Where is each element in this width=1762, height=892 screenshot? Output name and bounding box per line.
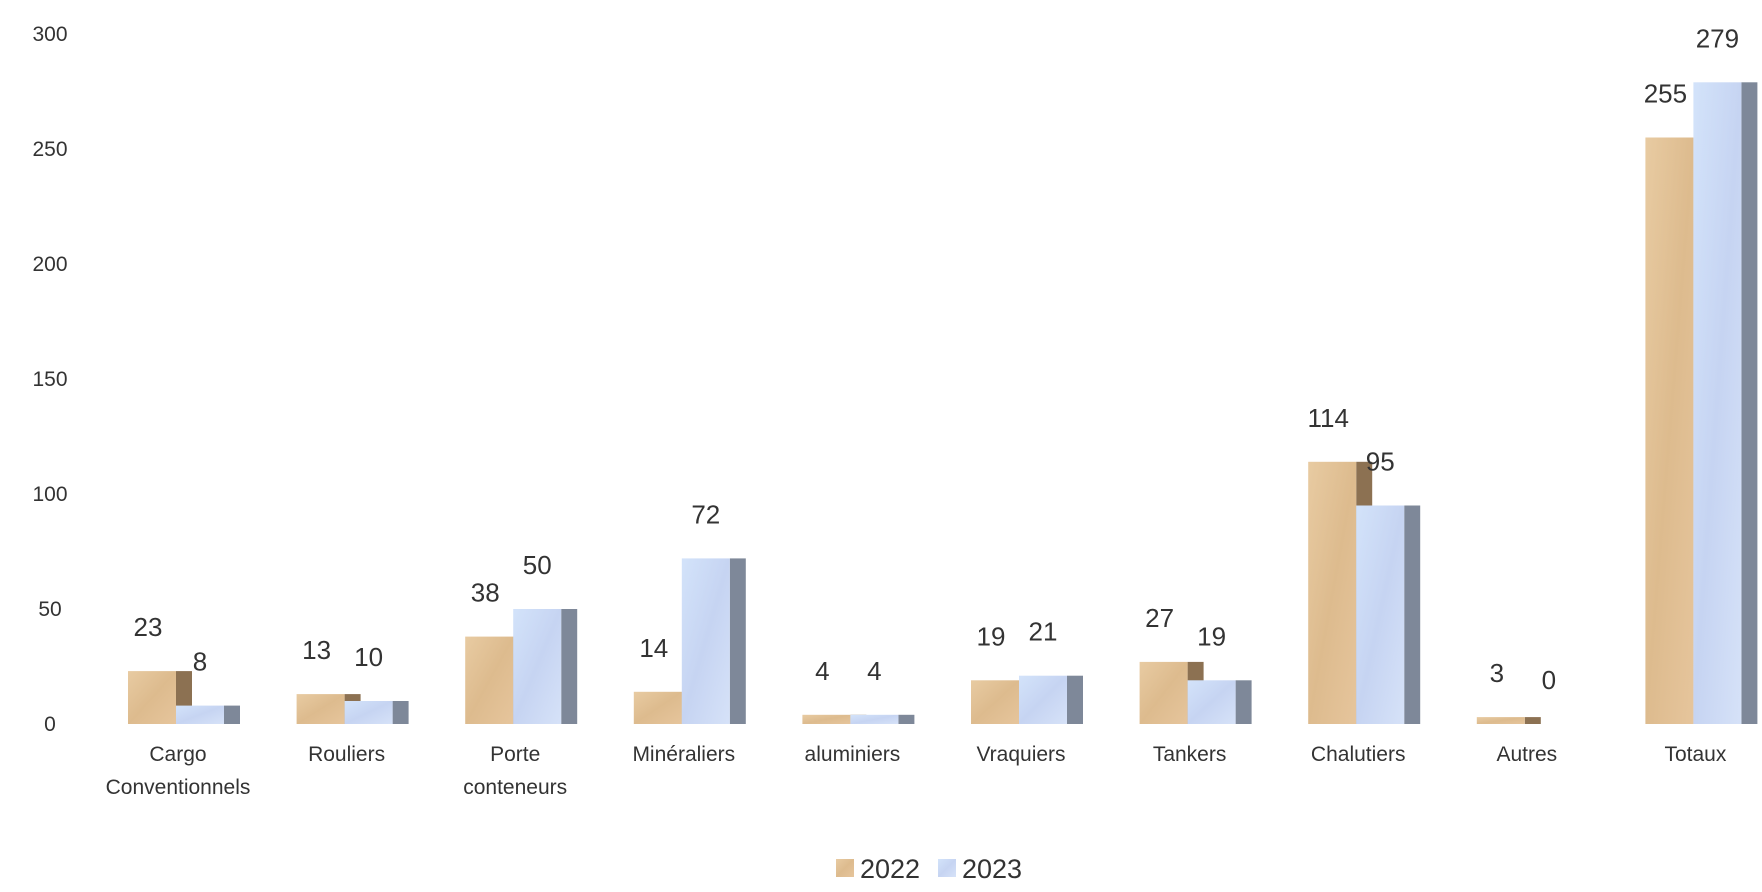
- data-label-2023: 279: [1696, 23, 1739, 53]
- bar-side-2023: [224, 705, 240, 724]
- y-tick-label: 50: [38, 598, 61, 621]
- bar-2023: [1019, 675, 1067, 724]
- category-label: aluminiers: [805, 743, 901, 766]
- y-tick-label: 200: [32, 253, 67, 276]
- bar-side-2022: [1524, 717, 1541, 724]
- data-label-2023: 19: [1197, 621, 1226, 651]
- bar-2023: [176, 705, 224, 724]
- data-label-2022: 114: [1307, 403, 1348, 433]
- category-label: Chalutiers: [1311, 743, 1406, 766]
- bar-side-2023: [729, 558, 746, 724]
- data-label-2023: 21: [1029, 617, 1058, 647]
- bar-2023: [850, 714, 899, 724]
- y-tick-label: 250: [32, 138, 67, 161]
- y-tick-label: 0: [44, 713, 56, 736]
- legend-swatch-2022: [836, 859, 854, 877]
- bar-2022: [465, 636, 514, 724]
- bar-side-2023: [1235, 680, 1252, 724]
- data-label-2022: 38: [471, 578, 500, 608]
- category-label: Porte: [490, 743, 540, 766]
- y-axis: 0 50 100 150 200 250 300: [32, 23, 67, 736]
- bar-side-2023: [561, 609, 578, 724]
- legend-label-2023: 2023: [962, 854, 1022, 884]
- y-tick-label: 150: [32, 368, 67, 391]
- data-label-2023: 50: [523, 550, 552, 580]
- data-label-2022: 23: [134, 612, 163, 642]
- y-tick-label: 300: [32, 23, 67, 46]
- legend-swatch-2023: [938, 859, 956, 877]
- category-label: Totaux: [1664, 743, 1726, 766]
- data-label-2023: 8: [193, 647, 207, 677]
- bar-2022: [633, 691, 682, 724]
- data-label-2022: 255: [1644, 79, 1687, 109]
- data-label-2022: 19: [977, 621, 1006, 651]
- category-label: Autres: [1496, 743, 1557, 766]
- bar-2022: [971, 680, 1019, 724]
- data-label-2023: 10: [354, 642, 383, 672]
- data-label-2022: 14: [639, 633, 668, 663]
- bar-2023: [513, 609, 562, 724]
- category-label: Conventionnels: [106, 776, 251, 799]
- bar-side-2023: [392, 701, 409, 724]
- legend-label-2022: 2022: [860, 854, 920, 884]
- bar-2023: [1693, 82, 1742, 725]
- data-label-2023: 72: [691, 499, 720, 529]
- x-axis: Cargo Conventionnels Rouliers Porte conteneu…: [106, 743, 1727, 799]
- bar-2022: [296, 694, 345, 724]
- data-label-2023: 0: [1542, 665, 1556, 695]
- bar-2022: [1476, 717, 1525, 724]
- bars: [128, 82, 1758, 725]
- data-label-2022: 3: [1490, 658, 1504, 688]
- data-label-2023: 4: [867, 656, 881, 686]
- category-label: Rouliers: [308, 743, 385, 766]
- bar-2022: [1308, 461, 1357, 724]
- category-label: Cargo: [149, 743, 206, 766]
- category-label: conteneurs: [463, 776, 567, 799]
- data-label-2022: 27: [1145, 603, 1174, 633]
- legend: 2022 2023: [836, 854, 1022, 884]
- data-label-2022: 4: [815, 656, 829, 686]
- bar-side-2023: [1067, 675, 1083, 724]
- bar-2023: [1356, 505, 1405, 724]
- bar-2022: [128, 671, 176, 724]
- category-label: Minéraliers: [632, 743, 735, 766]
- bar-2022: [802, 714, 851, 724]
- data-label-2022: 13: [302, 635, 331, 665]
- y-tick-label: 100: [32, 483, 67, 506]
- category-label: Tankers: [1153, 743, 1227, 766]
- category-label: Vraquiers: [976, 743, 1065, 766]
- bar-2022: [1645, 137, 1694, 724]
- bar-side-2023: [1404, 505, 1421, 724]
- bar-side-2023: [898, 714, 915, 724]
- bar-2022: [1139, 661, 1188, 724]
- bar-2023: [1187, 680, 1236, 724]
- data-label-2023: 95: [1366, 447, 1395, 477]
- data-labels: 23 8 13 10 38 50 14 72 4 4 19 21 27 19 114 95 3 0 255 279: [134, 23, 1740, 695]
- bar-2023: [681, 558, 730, 724]
- bar-side-2023: [1741, 82, 1758, 725]
- bar-2023: [344, 701, 393, 724]
